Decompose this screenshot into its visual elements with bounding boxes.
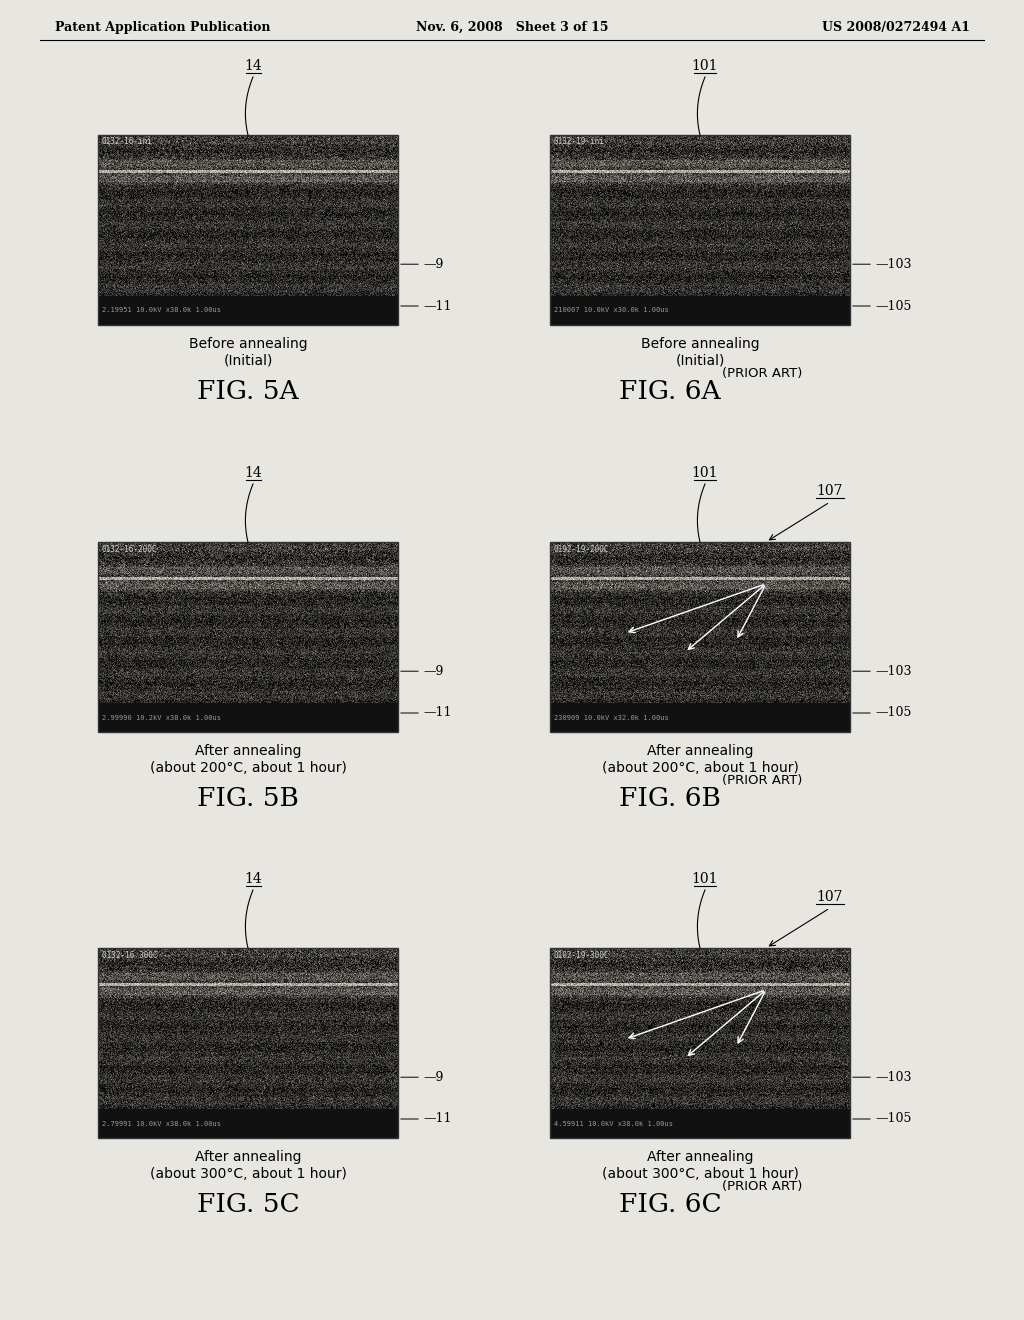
Text: —11: —11 — [423, 706, 452, 719]
Text: Nov. 6, 2008   Sheet 3 of 15: Nov. 6, 2008 Sheet 3 of 15 — [416, 21, 608, 33]
Text: —105: —105 — [874, 300, 911, 313]
Bar — [98, 543, 398, 733]
Text: —103: —103 — [874, 257, 911, 271]
Text: 0102-19-300C: 0102-19-300C — [554, 950, 609, 960]
Bar — [550, 948, 850, 1138]
Bar — [550, 948, 850, 1138]
Text: 0132-16 300C: 0132-16 300C — [102, 950, 158, 960]
Text: 0132-16-ini: 0132-16-ini — [102, 137, 153, 147]
Bar — [98, 948, 398, 1138]
Text: —105: —105 — [874, 706, 911, 719]
Bar — [98, 948, 398, 1138]
Text: 2.19951 10.0kV x38.0k 1.00us: 2.19951 10.0kV x38.0k 1.00us — [102, 308, 221, 314]
Text: —103: —103 — [874, 1071, 911, 1084]
Text: 14: 14 — [244, 466, 262, 480]
Text: 2.79991 10.0kV x38.0k 1.00us: 2.79991 10.0kV x38.0k 1.00us — [102, 1121, 221, 1126]
Text: —103: —103 — [874, 665, 911, 677]
Text: 0132-16-200C: 0132-16-200C — [102, 544, 158, 553]
Text: (Initial): (Initial) — [223, 354, 272, 368]
Bar — [550, 296, 850, 325]
Text: —9: —9 — [423, 665, 443, 677]
Text: 0132-19-ini: 0132-19-ini — [554, 137, 605, 147]
Text: FIG. 6C: FIG. 6C — [618, 1192, 721, 1217]
Text: US 2008/0272494 A1: US 2008/0272494 A1 — [822, 21, 970, 33]
Bar — [550, 704, 850, 733]
Text: 2.99990 10.2kV x38.0k 1.00us: 2.99990 10.2kV x38.0k 1.00us — [102, 714, 221, 721]
Text: —11: —11 — [423, 1113, 452, 1126]
Text: —9: —9 — [423, 257, 443, 271]
Text: (about 300°C, about 1 hour): (about 300°C, about 1 hour) — [150, 1167, 346, 1181]
Text: 210007 10.0kV x30.0k 1.00us: 210007 10.0kV x30.0k 1.00us — [554, 308, 669, 314]
Text: After annealing: After annealing — [647, 744, 754, 758]
Text: (about 300°C, about 1 hour): (about 300°C, about 1 hour) — [601, 1167, 799, 1181]
Text: 14: 14 — [244, 873, 262, 886]
Text: 107: 107 — [817, 890, 843, 904]
Text: 4.59911 10.0kV x38.0k 1.00us: 4.59911 10.0kV x38.0k 1.00us — [554, 1121, 673, 1126]
Text: 101: 101 — [692, 466, 718, 480]
Text: (Initial): (Initial) — [675, 354, 725, 368]
Text: (PRIOR ART): (PRIOR ART) — [722, 1180, 802, 1193]
Text: 0192-19-200C: 0192-19-200C — [554, 544, 609, 553]
Bar — [550, 543, 850, 733]
Bar — [98, 543, 398, 733]
Text: FIG. 6B: FIG. 6B — [620, 785, 721, 810]
Text: —105: —105 — [874, 1113, 911, 1126]
Text: —9: —9 — [423, 1071, 443, 1084]
Bar — [98, 704, 398, 733]
Bar — [98, 296, 398, 325]
Text: 101: 101 — [692, 59, 718, 73]
Text: (PRIOR ART): (PRIOR ART) — [722, 367, 802, 380]
Bar — [98, 135, 398, 325]
Text: After annealing: After annealing — [647, 1150, 754, 1164]
Bar — [98, 135, 398, 325]
Text: 14: 14 — [244, 59, 262, 73]
Bar — [98, 1109, 398, 1138]
Bar — [550, 543, 850, 733]
Text: After annealing: After annealing — [195, 744, 301, 758]
Text: FIG. 6A: FIG. 6A — [620, 379, 721, 404]
Text: 101: 101 — [692, 873, 718, 886]
Bar — [550, 135, 850, 325]
Text: —11: —11 — [423, 300, 452, 313]
Text: FIG. 5C: FIG. 5C — [197, 1192, 299, 1217]
Text: (PRIOR ART): (PRIOR ART) — [722, 774, 802, 787]
Text: FIG. 5A: FIG. 5A — [198, 379, 299, 404]
Text: Patent Application Publication: Patent Application Publication — [55, 21, 270, 33]
Text: After annealing: After annealing — [195, 1150, 301, 1164]
Text: Before annealing: Before annealing — [188, 337, 307, 351]
Text: (about 200°C, about 1 hour): (about 200°C, about 1 hour) — [601, 762, 799, 775]
Text: FIG. 5B: FIG. 5B — [197, 785, 299, 810]
Bar — [550, 1109, 850, 1138]
Text: Before annealing: Before annealing — [641, 337, 760, 351]
Bar — [550, 135, 850, 325]
Text: (about 200°C, about 1 hour): (about 200°C, about 1 hour) — [150, 762, 346, 775]
Text: 230909 10.0kV x32.0k 1.00us: 230909 10.0kV x32.0k 1.00us — [554, 714, 669, 721]
Text: 107: 107 — [817, 484, 843, 498]
